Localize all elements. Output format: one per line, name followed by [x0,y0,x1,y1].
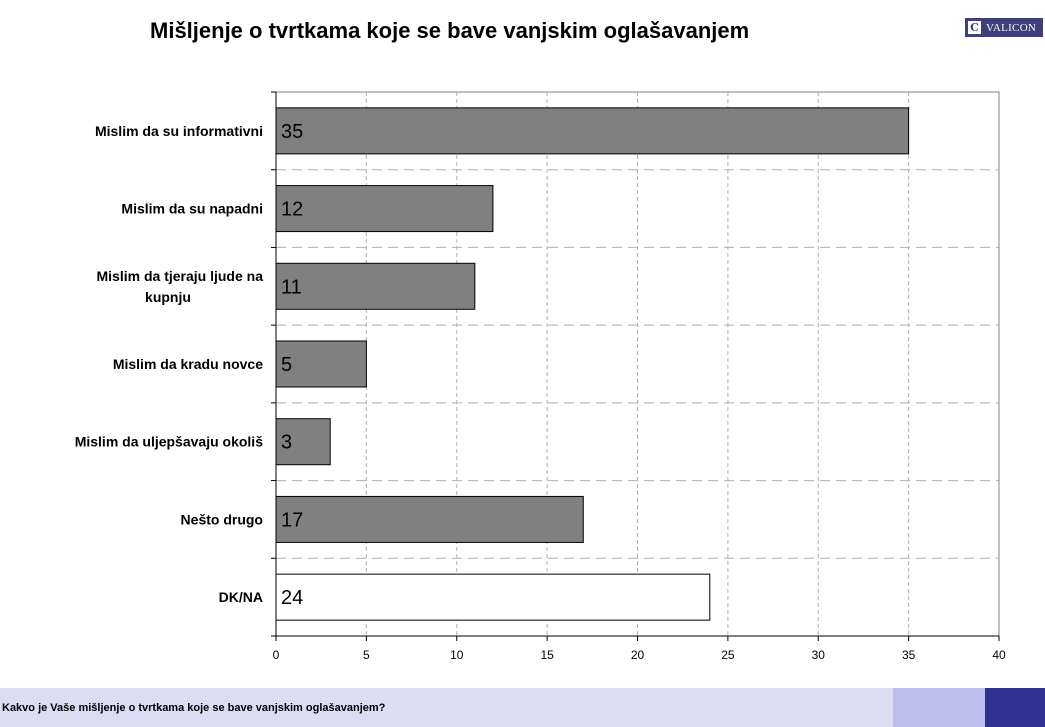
footer-question: Kakvo je Vaše mišljenje o tvrtkama koje … [2,701,386,714]
data-label: 35 [281,121,303,143]
bar [275,107,910,155]
x-tick-label: 30 [812,648,826,662]
x-tick-label: 0 [273,648,280,662]
footer-bar: Kakvo je Vaše mišljenje o tvrtkama koje … [0,688,1045,727]
data-label: 17 [281,509,303,531]
data-label: 12 [281,199,303,221]
data-label: 5 [281,354,292,376]
x-tick-label: 5 [363,648,370,662]
category-label: Mislim da kradu novce [113,356,263,372]
chart-title: Mišljenje o tvrtkama koje se bave vanjsk… [150,18,750,43]
category-label: Mislim da su napadni [121,201,263,217]
bar [275,262,476,310]
bar [275,185,494,233]
category-label: Mislim da su informativni [95,123,263,139]
bar [275,573,711,621]
valicon-logo: C VALICON [965,18,1043,37]
bar [275,418,331,466]
x-tick-label: 35 [902,648,916,662]
bar [275,495,584,543]
footer-accent-dark [985,688,1045,727]
data-label: 24 [281,587,303,609]
logo-text: VALICON [986,21,1037,34]
category-label: Mislim da tjeraju ljude na [97,268,264,284]
data-label: 3 [281,432,292,454]
logo-c-icon: C [968,21,981,34]
category-label: kupnju [145,289,191,305]
x-tick-label: 25 [721,648,735,662]
category-label: Nešto drugo [181,511,263,527]
category-label: Mislim da uljepšavaju okoliš [75,434,263,450]
category-label: DK/NA [219,589,263,605]
x-tick-label: 40 [992,648,1006,662]
x-tick-label: 10 [450,648,464,662]
data-label: 11 [281,276,302,298]
x-tick-label: 20 [631,648,645,662]
x-tick-label: 15 [540,648,554,662]
bar [275,340,367,388]
footer-accent-light [893,688,985,727]
footer-question-area: Kakvo je Vaše mišljenje o tvrtkama koje … [0,688,893,727]
